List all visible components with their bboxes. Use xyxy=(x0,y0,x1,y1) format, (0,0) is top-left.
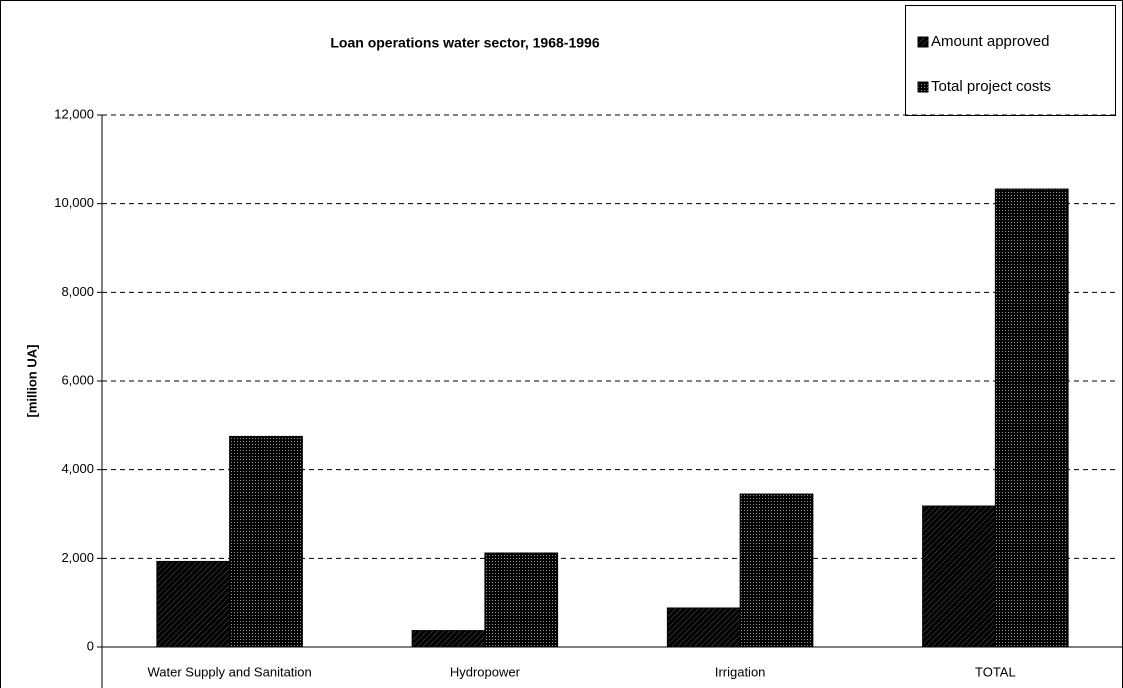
bar xyxy=(739,493,814,648)
chart-title: Loan operations water sector, 1968-1996 xyxy=(330,35,599,51)
legend-label: Amount approved xyxy=(931,33,1049,50)
bar xyxy=(484,552,559,648)
x-tick-label: Irrigation xyxy=(715,664,766,679)
y-tick-label: 2,000 xyxy=(61,550,94,565)
y-axis-label: [million UA] xyxy=(24,345,39,418)
x-tick-label: Water Supply and Sanitation xyxy=(147,664,311,679)
bar xyxy=(411,630,486,648)
y-tick-label: 0 xyxy=(87,638,94,653)
x-tick-label: Hydropower xyxy=(450,664,521,679)
y-tick-label: 4,000 xyxy=(61,461,94,476)
legend-label: Total project costs xyxy=(931,78,1051,95)
y-tick-label: 6,000 xyxy=(61,372,94,387)
bar xyxy=(156,560,231,648)
legend-swatch xyxy=(917,36,929,48)
bar xyxy=(229,435,303,648)
y-tick-label: 12,000 xyxy=(54,106,94,121)
bar xyxy=(666,607,741,648)
bar xyxy=(922,505,996,648)
x-tick-label: TOTAL xyxy=(975,664,1016,679)
bar xyxy=(994,188,1069,648)
legend-swatch xyxy=(917,81,929,93)
y-tick-label: 8,000 xyxy=(61,284,94,299)
legend xyxy=(905,5,1116,116)
y-tick-label: 10,000 xyxy=(54,195,94,210)
